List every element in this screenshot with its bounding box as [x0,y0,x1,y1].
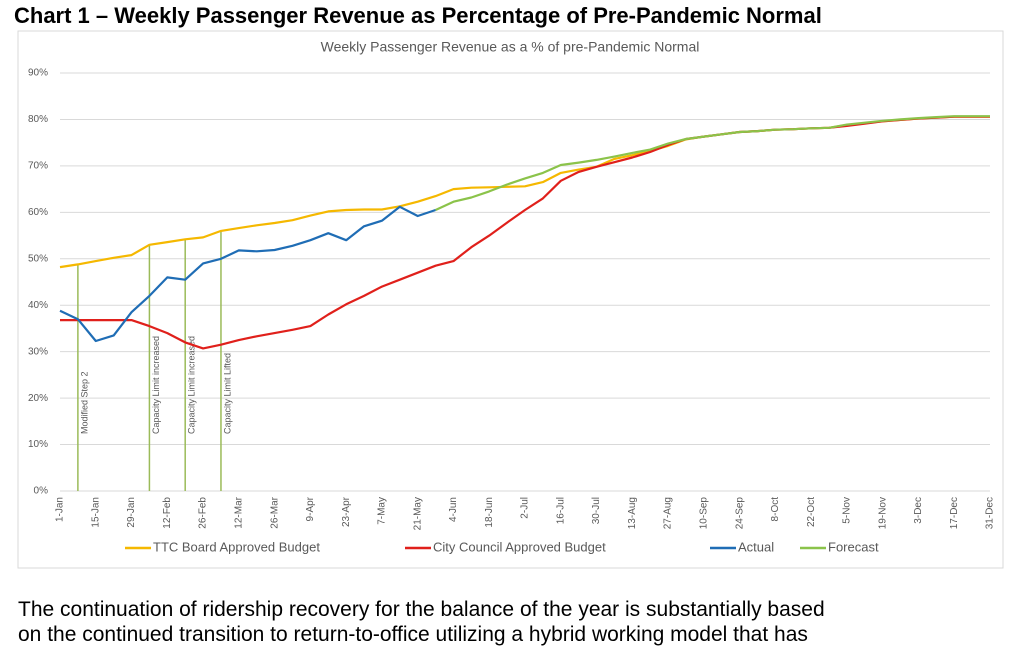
x-tick-label: 26-Mar [269,496,280,528]
legend-label: Forecast [828,539,879,554]
y-tick-label: 0% [34,486,49,497]
x-tick-label: 23-Apr [341,496,352,527]
annotation-label: Capacity Limit increased [151,336,161,434]
x-tick-label: 15-Jan [90,497,101,528]
x-tick-label: 12-Mar [233,496,244,528]
x-tick-label: 12-Feb [162,497,173,529]
x-tick-label: 2-Jul [520,497,531,519]
chart: Weekly Passenger Revenue as a % of pre-P… [17,30,1004,569]
paragraph-line: The continuation of ridership recovery f… [18,598,825,621]
x-tick-label: 7-May [377,497,388,525]
x-tick-label: 16-Jul [555,497,566,524]
x-tick-label: 29-Jan [126,497,137,528]
y-tick-label: 90% [28,68,48,79]
x-tick-label: 17-Dec [949,497,960,529]
series-line [59,205,436,343]
x-tick-label: 10-Sep [698,497,709,530]
y-tick-label: 50% [28,253,48,264]
annotation-label: Capacity Limit increased [187,336,197,434]
x-tick-label: 30-Jul [591,497,602,524]
x-tick-label: 3-Dec [913,497,924,524]
x-tick-label: 8-Oct [770,497,781,522]
series-line [435,115,990,211]
x-tick-label: 24-Sep [734,497,745,530]
x-tick-label: 22-Oct [806,497,817,527]
chart-title: Weekly Passenger Revenue as a % of pre-P… [321,39,700,55]
y-tick-label: 20% [28,393,48,404]
x-tick-label: 9-Apr [305,496,316,521]
y-tick-label: 30% [28,346,48,357]
annotation-label: Capacity Limit Lifted [222,353,232,434]
x-tick-label: 21-May [412,497,423,530]
x-tick-label: 27-Aug [663,497,674,529]
x-tick-label: 5-Nov [842,497,853,524]
x-tick-label: 19-Nov [877,497,888,529]
annotation-label: Modified Step 2 [79,371,89,434]
chart-frame [17,30,1004,569]
x-tick-label: 1-Jan [55,497,66,522]
heading: Chart 1 – Weekly Passenger Revenue as Pe… [14,3,822,28]
legend-label: Actual [738,539,774,554]
x-tick-label: 26-Feb [198,497,209,529]
y-tick-label: 40% [28,300,48,311]
y-tick-label: 10% [28,439,48,450]
paragraph-line: on the continued transition to return-to… [18,623,808,646]
legend-label: City Council Approved Budget [433,539,606,554]
y-tick-label: 70% [28,161,48,172]
x-tick-label: 4-Jun [448,497,459,522]
y-tick-label: 60% [28,207,48,218]
x-tick-label: 18-Jun [484,497,495,528]
legend-label: TTC Board Approved Budget [153,539,320,554]
x-tick-label: 31-Dec [985,497,996,529]
x-tick-label: 13-Aug [627,497,638,529]
y-tick-label: 80% [28,114,48,125]
